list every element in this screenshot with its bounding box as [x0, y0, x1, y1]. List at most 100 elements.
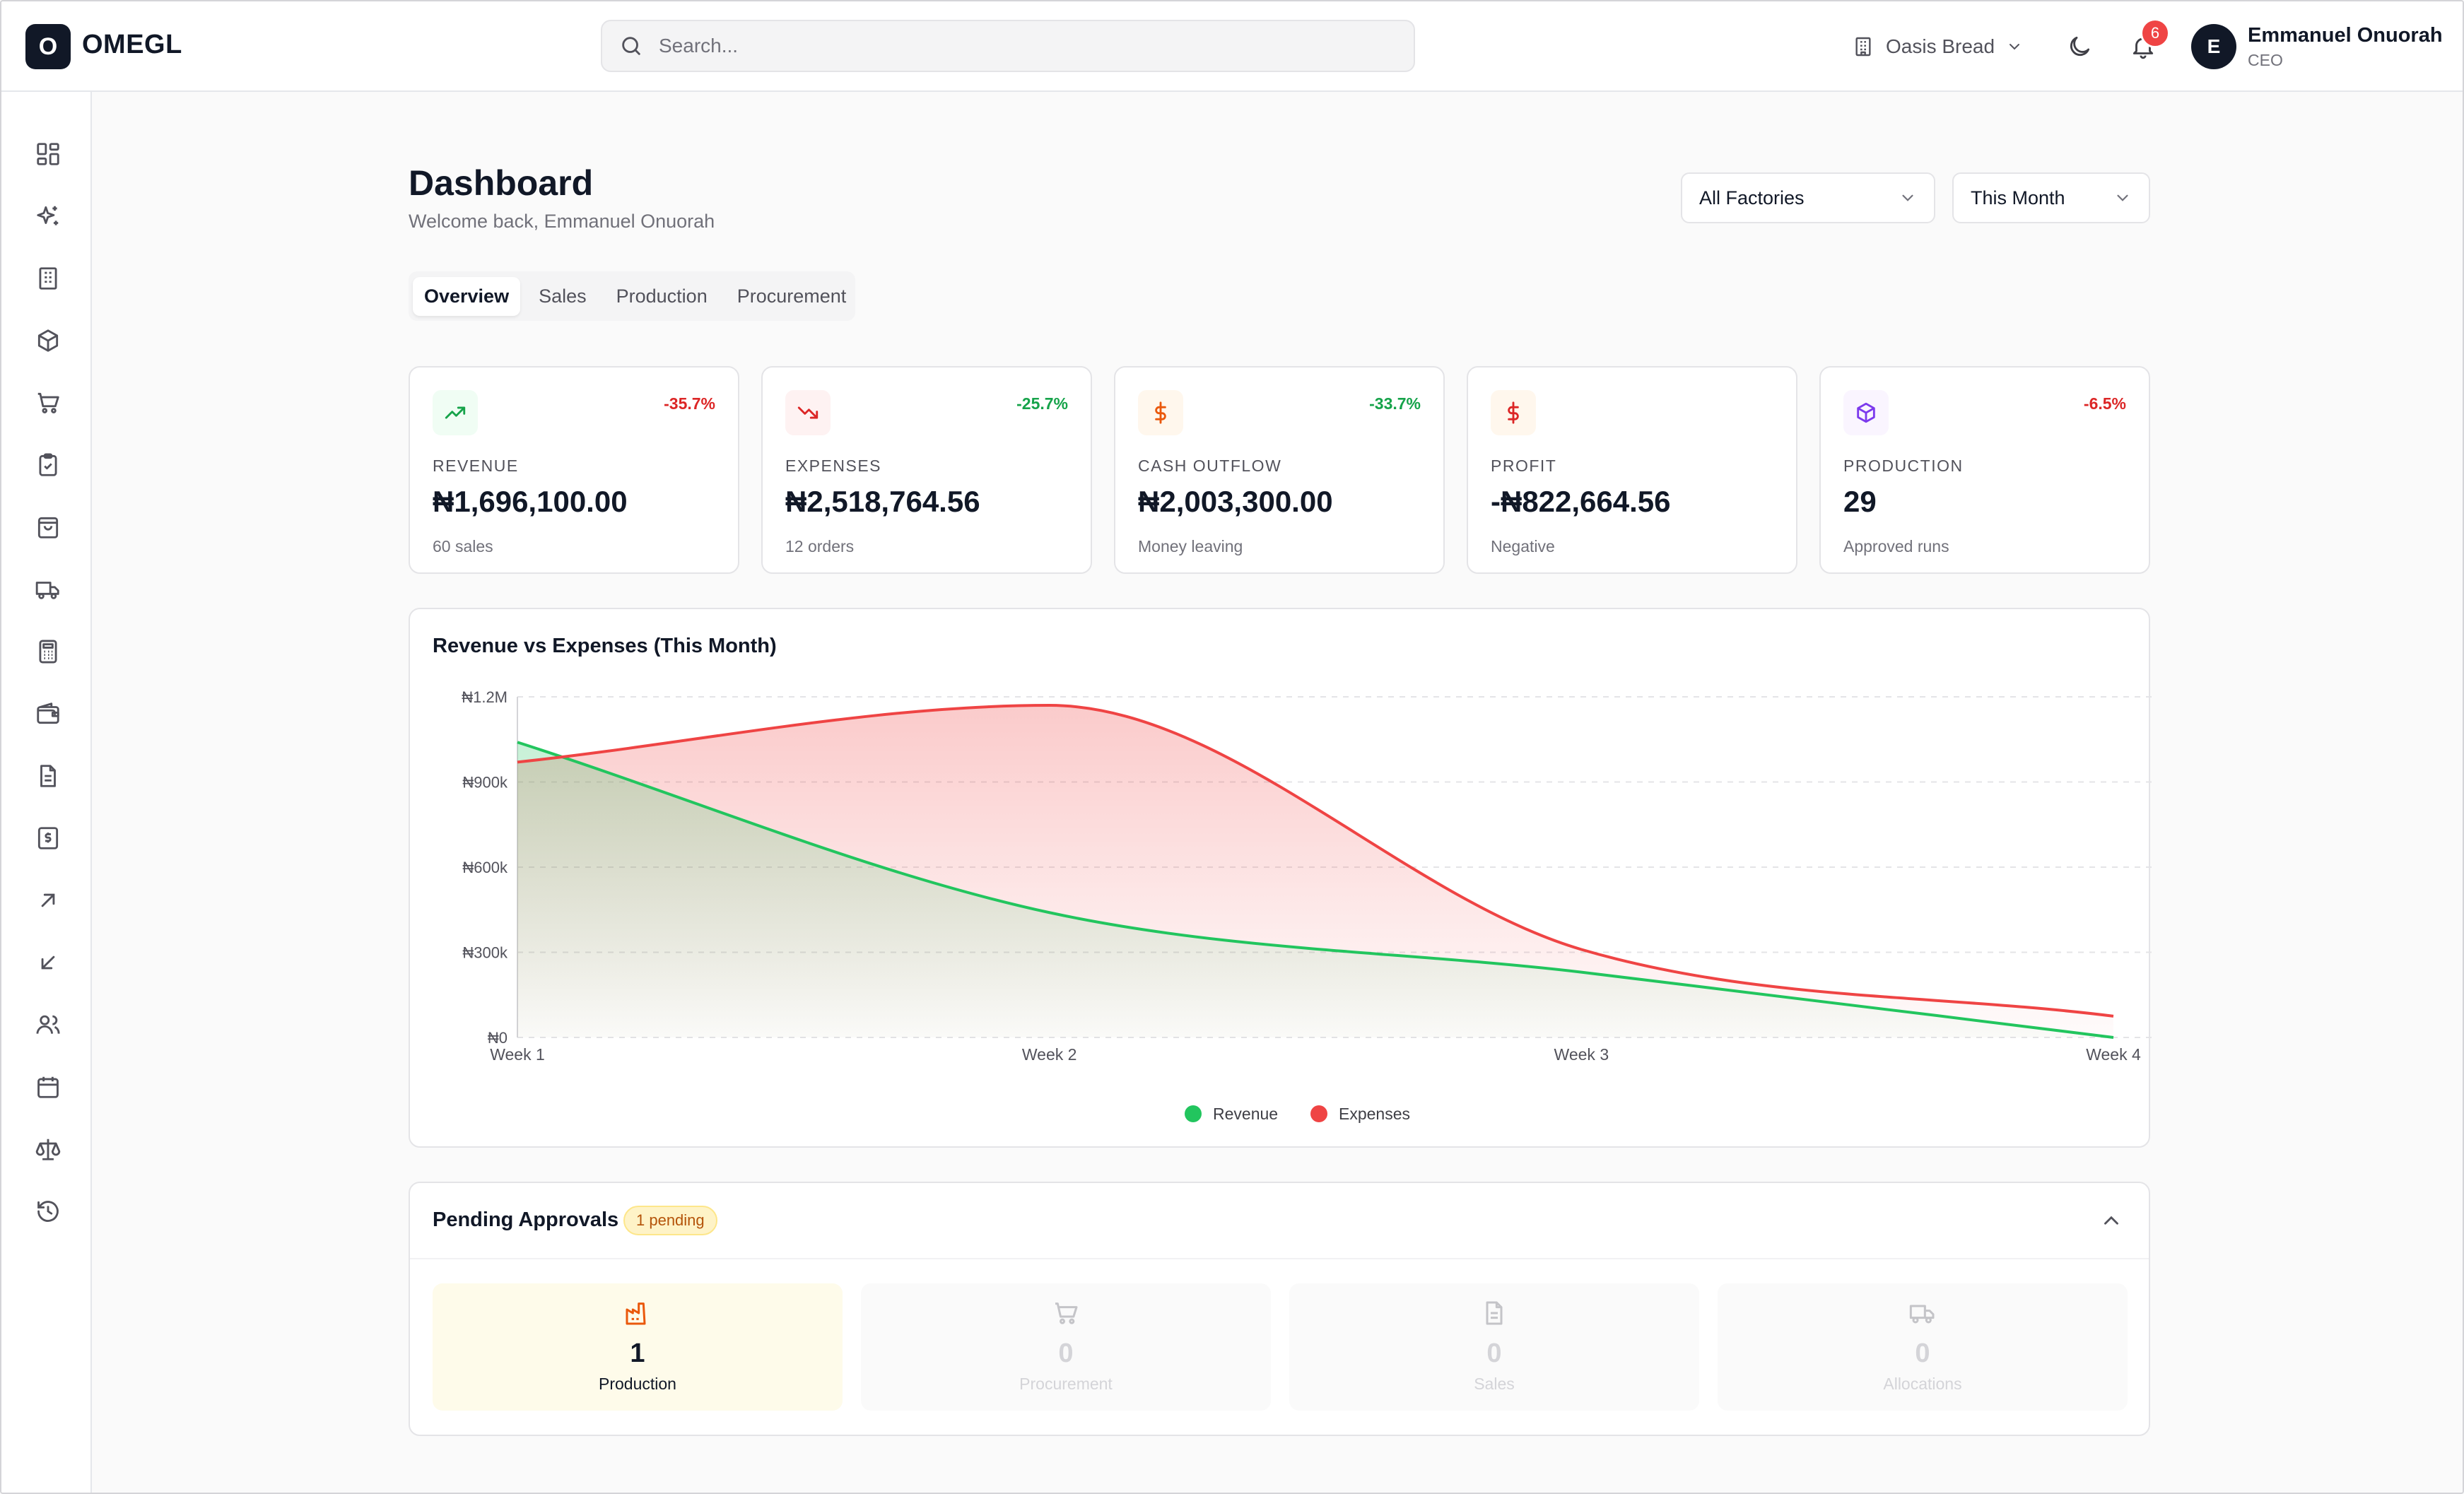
approval-tile-production[interactable]: 1 Production	[433, 1283, 843, 1411]
user-role: CEO	[2248, 51, 2283, 69]
chevron-down-icon	[1902, 194, 1913, 201]
arrow-down-left-icon[interactable]	[34, 948, 62, 977]
factory-icon	[626, 1302, 646, 1325]
x-tick-label: Week 3	[1554, 1045, 1609, 1064]
dashboard-tabs: Overview Sales Production Procurement	[409, 271, 855, 321]
wallet-icon[interactable]	[34, 700, 62, 728]
x-tick-label: Week 4	[2086, 1045, 2141, 1064]
kpi-value: ₦2,518,764.56	[785, 485, 980, 518]
building-icon	[1855, 37, 1871, 57]
tab-procurement[interactable]: Procurement	[737, 285, 847, 307]
approval-count: 0	[1058, 1339, 1074, 1368]
period-select-value: This Month	[1971, 187, 2065, 208]
chevron-down-icon	[2010, 44, 2020, 50]
approval-count: 0	[1915, 1339, 1930, 1368]
chevron-down-icon	[2117, 194, 2128, 201]
area-revenue	[517, 742, 2113, 1037]
clipboard-check-icon[interactable]	[34, 451, 62, 479]
dashboard-icon[interactable]	[34, 140, 62, 168]
tab-sales[interactable]: Sales	[539, 285, 587, 307]
kpi-change: -6.5%	[2083, 394, 2126, 413]
box-icon	[1843, 390, 1889, 435]
package-icon[interactable]	[34, 327, 62, 355]
approvals-header[interactable]: Pending Approvals 1 pending	[410, 1183, 2149, 1259]
top-header: O OMEGL Oasis Bread 6 E Emmanuel Onuorah…	[1, 1, 2463, 92]
approval-tile-procurement[interactable]: 0 Procurement	[861, 1283, 1271, 1411]
company-switcher[interactable]: Oasis Bread	[1852, 30, 2023, 64]
company-name: Oasis Bread	[1886, 35, 1995, 57]
kpi-card-cash-outflow: -33.7% CASH OUTFLOW ₦2,003,300.00 Money …	[1114, 366, 1445, 574]
page-subtitle: Welcome back, Emmanuel Onuorah	[409, 211, 715, 232]
kpi-change: -25.7%	[1016, 394, 1068, 413]
cart-icon[interactable]	[34, 389, 62, 417]
legend-label: Expenses	[1339, 1105, 1410, 1123]
avatar[interactable]: E	[2191, 24, 2236, 69]
y-tick-label: ₦0	[488, 1029, 508, 1047]
factory-select[interactable]: All Factories	[1681, 172, 1935, 223]
y-tick-label: ₦300k	[462, 944, 508, 962]
calculator-icon[interactable]	[34, 637, 62, 666]
app-name: OMEGL	[82, 30, 182, 59]
approvals-title: Pending Approvals	[433, 1208, 619, 1231]
moon-icon	[2070, 36, 2090, 57]
arrow-up-right-icon[interactable]	[34, 886, 62, 914]
tab-production[interactable]: Production	[616, 285, 708, 307]
scale-icon[interactable]	[34, 1135, 62, 1163]
x-tick-label: Week 2	[1022, 1045, 1077, 1064]
kpi-sub: Negative	[1491, 537, 1555, 555]
y-tick-label: ₦900k	[462, 774, 508, 792]
trending-up-icon	[433, 390, 478, 435]
users-icon[interactable]	[34, 1011, 62, 1039]
legend-swatch	[1185, 1105, 1202, 1122]
page-title: Dashboard	[409, 163, 594, 203]
period-select[interactable]: This Month	[1952, 172, 2150, 223]
legend-swatch	[1310, 1105, 1327, 1122]
kpi-value: 29	[1843, 485, 1877, 518]
search-input[interactable]	[659, 35, 1366, 57]
kpi-sub: Money leaving	[1138, 537, 1243, 555]
logo-mark: O	[25, 24, 71, 69]
sparkles-icon[interactable]	[34, 202, 62, 230]
dollar-icon	[1491, 390, 1536, 435]
revenue-expenses-chart: ₦0 ₦300k ₦600k ₦900k ₦1.2M Week 1 Week 2 Week 3…	[462, 688, 2152, 1123]
kpi-label: EXPENSES	[785, 457, 881, 475]
truck-icon[interactable]	[34, 575, 62, 604]
document-icon[interactable]	[34, 762, 62, 790]
kpi-card-production: -6.5% PRODUCTION 29 Approved runs	[1819, 366, 2150, 574]
theme-toggle-button[interactable]	[2063, 30, 2096, 64]
approval-label: Production	[599, 1375, 676, 1393]
kpi-label: PROFIT	[1491, 457, 1557, 475]
search-bar[interactable]	[601, 20, 1415, 72]
kpi-value: ₦1,696,100.00	[433, 485, 628, 518]
kpi-label: REVENUE	[433, 457, 519, 475]
kpi-sub: 60 sales	[433, 537, 493, 555]
approval-tile-sales[interactable]: 0 Sales	[1289, 1283, 1699, 1411]
kpi-card-expenses: -25.7% EXPENSES ₦2,518,764.56 12 orders	[761, 366, 1092, 574]
kpi-change: -33.7%	[1369, 394, 1421, 413]
chevron-up-icon[interactable]	[2099, 1208, 2123, 1233]
y-tick-label: ₦600k	[462, 859, 508, 876]
factory-select-value: All Factories	[1699, 187, 1805, 208]
y-tick-label: ₦1.2M	[462, 688, 508, 706]
factory-icon[interactable]	[34, 264, 62, 293]
kpi-card-profit: PROFIT -₦822,664.56 Negative	[1467, 366, 1797, 574]
shopping-bag-icon[interactable]	[34, 513, 62, 541]
approval-tile-allocations[interactable]: 0 Allocations	[1718, 1283, 2128, 1411]
sidebar	[1, 92, 92, 1493]
kpi-value: -₦822,664.56	[1491, 485, 1671, 518]
kpi-sub: 12 orders	[785, 537, 855, 555]
pending-badge: 1 pending	[623, 1206, 717, 1235]
receipt-icon[interactable]	[34, 824, 62, 852]
kpi-change: -35.7%	[664, 394, 715, 413]
history-icon[interactable]	[34, 1197, 62, 1225]
trending-down-icon	[785, 390, 831, 435]
calendar-icon[interactable]	[34, 1073, 62, 1101]
revenue-expenses-chart-card: Revenue vs Expenses (This Month) ₦0 ₦300k…	[409, 608, 2152, 1148]
approval-label: Procurement	[1019, 1375, 1113, 1393]
tab-overview[interactable]: Overview	[413, 276, 521, 316]
kpi-label: CASH OUTFLOW	[1138, 457, 1282, 475]
kpi-value: ₦2,003,300.00	[1138, 485, 1333, 518]
kpi-sub: Approved runs	[1843, 537, 1949, 555]
line-revenue	[517, 741, 2114, 1039]
